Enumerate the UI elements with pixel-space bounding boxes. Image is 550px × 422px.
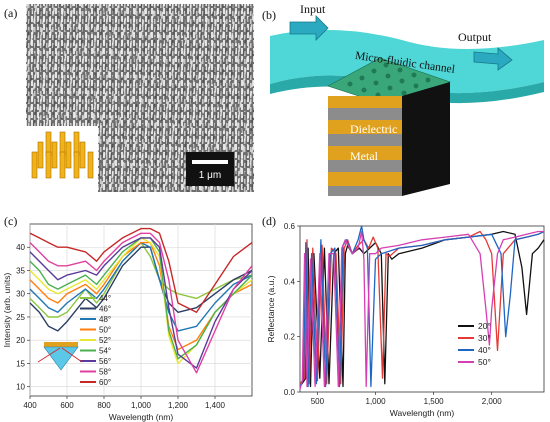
series-line-40° [299, 225, 545, 388]
output-arrow-icon [473, 47, 513, 71]
legend-label: 50° [99, 326, 111, 335]
legend-label: 52° [99, 336, 111, 345]
microfluidic-channel [270, 29, 544, 94]
series-line-54° [29, 237, 253, 360]
scale-bar [186, 152, 234, 186]
y-tick-label: 0.4 [284, 277, 296, 286]
nanorod-inset [26, 126, 98, 192]
y-tick-label: 0.0 [284, 388, 296, 397]
y-tick-label: 30 [16, 290, 25, 299]
legend-label: 40° [478, 345, 491, 355]
x-tick-label: 1,200 [168, 401, 189, 410]
legend-label: 48° [99, 315, 111, 324]
reflected-ray [61, 347, 83, 363]
y-tick-label: 20 [16, 336, 25, 345]
panel-d: (d) 500 1,000 1,500 2,000 0.0 0.2 0.4 0.6 Wavele… [262, 210, 550, 422]
scale-bar-label: 1 μm [198, 170, 222, 181]
chart-d: 500 1,000 1,500 2,000 0.0 0.2 0.4 0.6 Wavelength… [266, 222, 545, 418]
series-line-60° [29, 227, 253, 314]
incident-ray [37, 347, 61, 363]
legend-label: 20° [478, 321, 491, 331]
input-arrow-icon [289, 15, 329, 41]
prism-metal-film [44, 342, 78, 347]
chart-c: 400 600 800 1,000 1,200 1,400 10 15 20 25 30 35 40 Wa… [2, 223, 253, 422]
x-tick-label: 1,500 [424, 397, 445, 406]
panel-a-label: (a) [4, 6, 18, 20]
panel-a: (a) 1 μ [0, 0, 260, 205]
y-tick-label: 0.6 [284, 222, 296, 231]
legend-label: 50° [478, 357, 491, 367]
y-tick-label: 15 [16, 359, 25, 368]
multilayer-stack [328, 96, 402, 196]
y-tick-label: 0.2 [284, 333, 296, 342]
series-line-56° [29, 237, 253, 369]
x-tick-label: 600 [60, 401, 74, 410]
series-line-46° [29, 246, 253, 332]
dielectric-label: Dielectric [350, 122, 398, 136]
y-axis-label: Intensity (arb. units) [2, 273, 12, 348]
series-line-48° [29, 241, 253, 332]
x-tick-label: 1,000 [131, 401, 152, 410]
device-schematic [270, 15, 544, 196]
series-line-58° [29, 232, 253, 374]
y-tick-label: 35 [16, 266, 25, 275]
panel-b: (b) [262, 0, 550, 205]
panel-d-label: (d) [262, 214, 276, 228]
legend-label: 54° [99, 347, 111, 356]
x-axis-label: Wavelength (nm) [109, 412, 174, 422]
y-tick-label: 25 [16, 313, 25, 322]
legend-label: 44° [99, 294, 111, 303]
legend-label: 56° [99, 357, 111, 366]
output-label: Output [458, 30, 492, 44]
legend-label: 60° [99, 378, 111, 387]
stack-side-face [402, 82, 450, 196]
legend-label: 30° [478, 333, 491, 343]
legend-label: 46° [99, 305, 111, 314]
x-tick-label: 800 [97, 401, 111, 410]
metal-label: Metal [350, 149, 378, 163]
x-tick-label: 2,000 [482, 397, 503, 406]
x-tick-label: 500 [311, 397, 325, 406]
y-axis-label: Reflectance (a.u.) [266, 275, 276, 342]
series-line-50° [29, 241, 253, 351]
y-tick-label: 40 [16, 243, 25, 252]
input-label: Input [300, 2, 326, 16]
x-tick-label: 1,400 [205, 401, 226, 410]
panel-b-label: (b) [262, 8, 276, 22]
panel-c-label: (c) [4, 214, 18, 228]
x-axis-label: Wavelength (nm) [390, 408, 455, 418]
sem-image [26, 4, 254, 192]
x-tick-label: 1,000 [366, 397, 387, 406]
legend-label: 58° [99, 368, 111, 377]
y-tick-label: 10 [16, 383, 25, 392]
panel-c: (c) 400 600 800 1,000 1,200 1,400 10 15 20 25 30 35… [0, 210, 262, 422]
series-line-50° [299, 230, 544, 390]
x-tick-label: 400 [23, 401, 37, 410]
